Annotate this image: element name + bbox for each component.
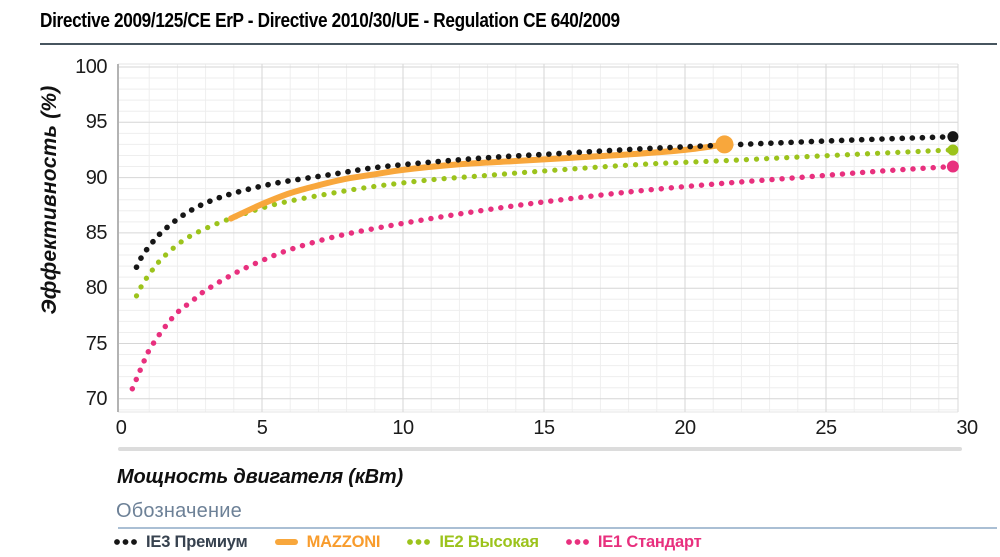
curve-ie1-standard — [129, 163, 956, 392]
legend-dot — [415, 539, 422, 545]
legend-dash — [274, 539, 298, 545]
legend-item-ie3-premium: IE3 Премиум — [113, 533, 248, 552]
legend-marker-mazzoni — [274, 539, 298, 545]
curve-ie3-premium — [133, 133, 956, 270]
x-tick-label: 30 — [956, 417, 978, 439]
end-dot-ie3-premium — [947, 131, 959, 143]
legend-title: Обозначение — [116, 500, 242, 522]
y-tick-label: 100 — [75, 56, 107, 78]
curve-mazzoni — [228, 141, 728, 222]
chart-title: Directive 2009/125/CE ErP - Directive 20… — [40, 10, 620, 32]
legend-dot — [114, 539, 120, 545]
legend-label: IE2 Высокая — [439, 532, 539, 551]
legend-label: MAZZONI — [306, 532, 381, 551]
y-tick-label: 95 — [85, 111, 108, 134]
legend-dot — [122, 539, 129, 545]
x-axis-title: Мощность двигателя (кВт) — [117, 466, 403, 488]
end-dot-ie2-high — [947, 144, 959, 156]
legend-dot — [131, 539, 137, 545]
x-tick-label: 10 — [392, 417, 414, 439]
legend-dot — [424, 539, 431, 545]
legend-dot — [574, 539, 581, 545]
x-tick-label: 20 — [674, 417, 696, 439]
x-tick-label: 15 — [533, 417, 555, 439]
y-tick-label: 80 — [85, 277, 108, 300]
grid-major — [118, 64, 958, 412]
end-dot-mazzoni — [715, 135, 734, 154]
title-divider — [40, 43, 997, 45]
x-tick-label: 0 — [115, 417, 127, 439]
legend-label: IE3 Премиум — [146, 532, 248, 551]
y-tick-label: 75 — [85, 332, 108, 355]
legend-item-ie2-high: IE2 Высокая — [406, 532, 539, 552]
legend-marker-ie3-premium — [114, 539, 137, 545]
legend-label: IE1 Стандарт — [597, 532, 702, 551]
legend-dot — [582, 539, 589, 545]
legend-dot — [407, 539, 414, 545]
x-tick-label: 25 — [815, 417, 837, 439]
grid-minor — [118, 63, 959, 413]
series-curves — [129, 131, 959, 392]
legend: IE3 Премиум MAZZONI IE2 Высокая IE1 Стандар… — [113, 531, 702, 553]
legend-marker-ie1-standard — [565, 539, 589, 545]
legend-divider — [118, 527, 997, 529]
y-tick-label: 90 — [85, 166, 108, 189]
curve-ie2-high — [133, 147, 956, 299]
end-dot-ie1-standard — [946, 160, 959, 173]
legend-dot — [565, 539, 572, 545]
y-tick-label: 85 — [85, 221, 108, 244]
legend-marker-ie2-high — [407, 539, 431, 545]
y-tick-label: 70 — [85, 387, 108, 410]
x-tick-label: 5 — [256, 417, 268, 439]
legend-item-ie1-standard: IE1 Стандарт — [565, 533, 702, 552]
axis-divider-bar — [118, 447, 962, 451]
legend-item-mazzoni: MAZZONI — [274, 533, 381, 552]
